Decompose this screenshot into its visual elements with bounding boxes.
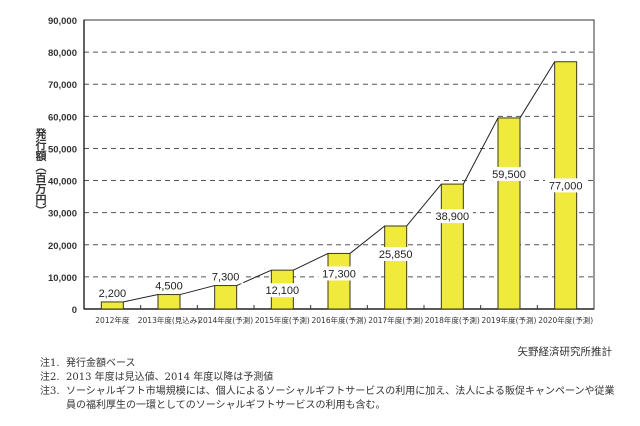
data-label-bg <box>208 269 244 284</box>
connector-line <box>123 294 159 303</box>
x-tick-label: 2017年度(予測) <box>368 315 423 325</box>
bar <box>497 117 521 310</box>
data-label: 2,200 <box>99 288 127 300</box>
note-label: 注1. <box>40 358 60 369</box>
data-label: 59,500 <box>492 169 526 181</box>
data-label: 7,300 <box>212 272 240 284</box>
data-label: 17,300 <box>322 268 356 280</box>
connector-line <box>519 61 556 119</box>
bar <box>214 285 238 310</box>
connector-line <box>462 117 499 185</box>
x-tick-label: 2014年度(予測) <box>198 315 253 325</box>
bar <box>100 301 124 310</box>
data-label-bg <box>431 209 473 224</box>
note-3: 注3. ソーシャルギフト市場規模には、個人によるソーシャルギフトサービスの利用に… <box>40 385 620 413</box>
y-tick-label: 0 <box>72 305 77 316</box>
x-tick-label: 2013年度(見込み) <box>138 315 201 325</box>
y-tick-label: 50,000 <box>48 144 77 155</box>
note-label: 注3. <box>40 386 60 397</box>
y-tick-label: 20,000 <box>48 241 77 252</box>
bar <box>327 252 351 310</box>
data-label-bg <box>318 266 360 281</box>
x-tick-label: 2019年度(予測) <box>482 315 537 325</box>
x-tick-label: 2016年度(予測) <box>312 315 367 325</box>
note-label: 注2. <box>40 372 60 383</box>
bar <box>157 294 181 310</box>
x-tick-label: 2012年度 <box>95 315 130 325</box>
y-tick-label: 10,000 <box>48 273 77 284</box>
data-label-bg <box>94 285 130 300</box>
connector-line <box>293 252 329 271</box>
bar-chart: 0 10,000 20,000 30,000 40,000 50,000 60,000 70,… <box>48 16 595 325</box>
x-tick-label: 2020年度(予測) <box>538 315 593 325</box>
note-text: 2013 年度は見込値、2014 年度以降は予測値 <box>66 372 274 383</box>
y-tick-label: 40,000 <box>48 177 77 188</box>
data-label: 25,850 <box>379 249 413 261</box>
notes: 注1. 発行金額ベース 注2. 2013 年度は見込値、2014 年度以降は予測… <box>40 357 620 413</box>
data-label-bg <box>488 166 530 181</box>
note-text: ソーシャルギフト市場規模には、個人によるソーシャルギフトサービスの利用に加え、法… <box>66 386 615 411</box>
x-tick-label: 2015年度(予測) <box>255 315 310 325</box>
data-label-bg <box>261 283 303 298</box>
data-label-bg <box>375 246 417 261</box>
y-axis-label: 発行額（百万円） <box>34 128 47 216</box>
y-tick-label: 60,000 <box>48 112 77 123</box>
x-tick-label: 2018年度(予測) <box>425 315 480 325</box>
data-label-bg <box>545 178 587 193</box>
bar <box>440 183 464 310</box>
y-tick-label: 30,000 <box>48 209 77 220</box>
data-label: 12,100 <box>266 285 300 297</box>
note-1: 注1. 発行金額ベース <box>40 357 620 371</box>
data-label: 4,500 <box>155 281 183 293</box>
y-tick-label: 70,000 <box>48 80 77 91</box>
connector-line <box>179 285 215 296</box>
data-label: 38,900 <box>436 211 470 223</box>
y-tick-label: 80,000 <box>48 48 77 59</box>
connector-line <box>406 183 442 227</box>
note-text: 発行金額ベース <box>66 358 136 369</box>
bar <box>384 225 408 310</box>
y-tick-label: 90,000 <box>48 16 77 27</box>
source-credit: 矢野経済研究所推計 <box>517 346 613 358</box>
connector-line <box>349 225 385 254</box>
data-label: 77,000 <box>549 180 583 192</box>
data-label-bg <box>151 278 187 293</box>
note-2: 注2. 2013 年度は見込値、2014 年度以降は予測値 <box>40 371 620 385</box>
